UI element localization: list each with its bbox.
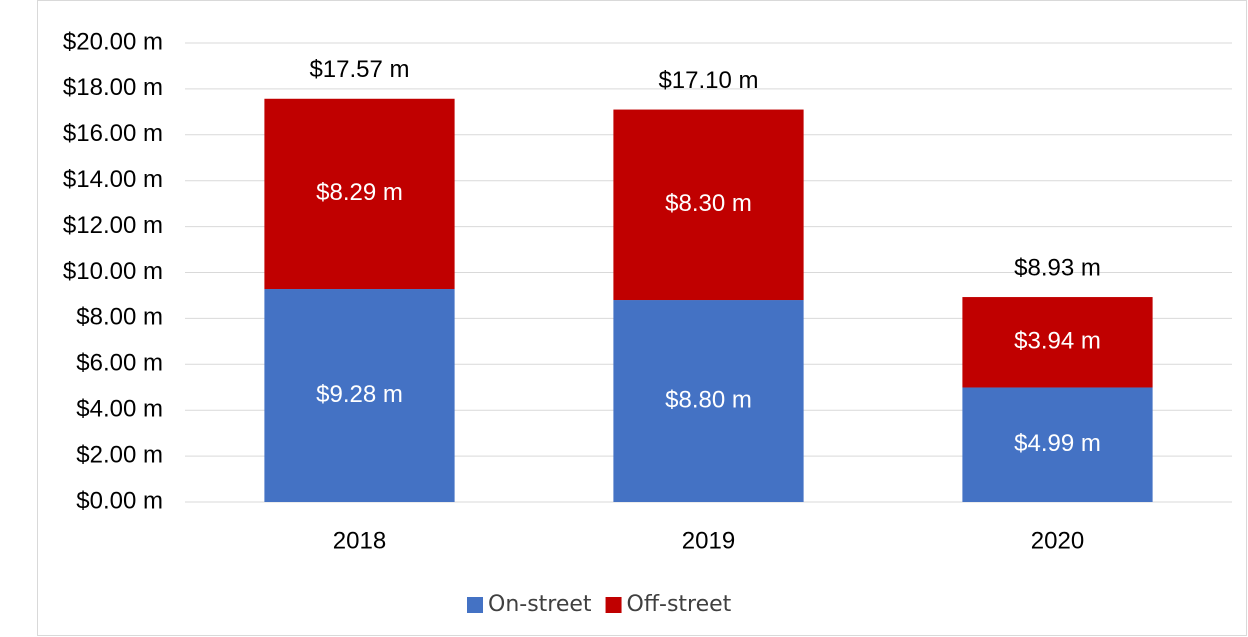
y-tick-label: $16.00 m <box>63 120 163 147</box>
data-label: $8.30 m <box>665 190 752 217</box>
y-tick-label: $2.00 m <box>76 441 163 468</box>
total-label: $17.57 m <box>309 56 409 83</box>
legend: On-street Off-street <box>467 592 732 617</box>
data-label: $4.99 m <box>1014 430 1101 457</box>
bar-segment <box>264 289 455 502</box>
x-tick-label: 2018 <box>333 527 386 554</box>
y-tick-label: $0.00 m <box>76 487 163 514</box>
data-label: $3.94 m <box>1014 328 1101 355</box>
y-tick-label: $6.00 m <box>76 350 163 377</box>
data-label: $8.29 m <box>316 179 403 206</box>
bar-segment <box>613 300 804 502</box>
bar-segment <box>613 109 804 301</box>
y-tick-label: $12.00 m <box>63 212 163 239</box>
total-label: $17.10 m <box>658 67 758 94</box>
y-tick-label: $10.00 m <box>63 258 163 285</box>
x-tick-label: 2019 <box>682 527 735 554</box>
y-tick-label: $8.00 m <box>76 304 163 331</box>
bar-segment <box>962 297 1153 388</box>
y-tick-label: $14.00 m <box>63 166 163 193</box>
bar-segment <box>264 98 455 290</box>
legend-label: Off-street <box>627 592 732 617</box>
data-label: $9.28 m <box>316 381 403 408</box>
y-tick-label: $4.00 m <box>76 396 163 423</box>
x-tick-label: 2020 <box>1031 527 1084 554</box>
y-tick-label: $18.00 m <box>63 74 163 101</box>
legend-swatch <box>467 597 483 613</box>
legend-label: On-street <box>488 592 592 617</box>
y-tick-label: $20.00 m <box>63 28 163 55</box>
legend-swatch <box>605 597 622 613</box>
data-label: $8.80 m <box>665 386 752 413</box>
total-label: $8.93 m <box>1014 254 1101 281</box>
bar-segment <box>962 387 1153 502</box>
